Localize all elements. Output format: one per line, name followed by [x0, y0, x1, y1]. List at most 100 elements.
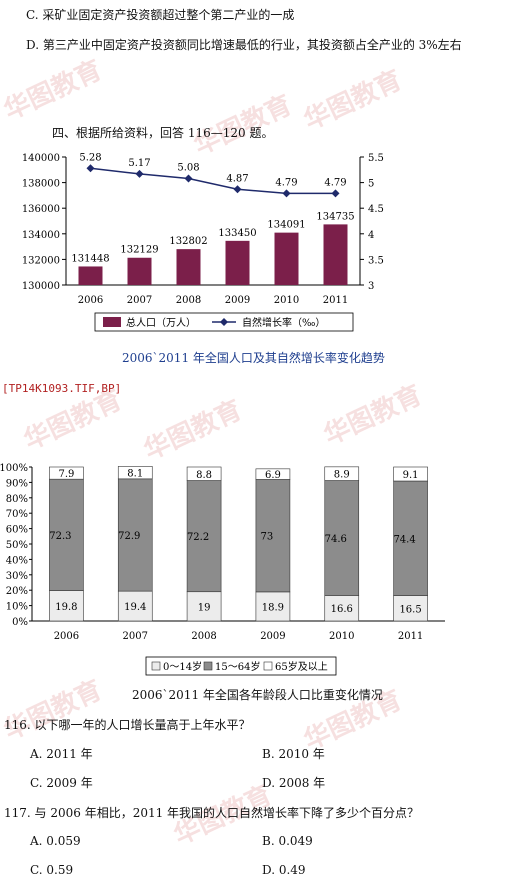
population-bar: [78, 266, 103, 285]
x-tick-label: 2010: [274, 295, 299, 306]
y-tick-label: 40%: [6, 555, 28, 566]
bar-value-label: 132802: [169, 236, 207, 247]
segment-value-label: 74.4: [393, 534, 415, 545]
y-tick-label: 50%: [6, 540, 28, 551]
segment-value-label: 19: [198, 602, 211, 613]
segment-value-label: 18.9: [262, 602, 284, 613]
x-tick-label: 2009: [260, 631, 285, 642]
y2-tick-label: 3.5: [368, 255, 384, 266]
stack-segment: [186, 591, 222, 622]
stack-segment: [49, 466, 84, 480]
stack-segment: [49, 590, 84, 622]
legend-label: 15～64岁: [215, 660, 260, 673]
x-tick-label: 2007: [123, 631, 148, 642]
segment-value-label: 9.1: [403, 470, 419, 481]
y-tick-label: 100%: [0, 463, 28, 474]
rate-value-label: 4.87: [226, 173, 248, 184]
segment-value-label: 74.6: [325, 534, 347, 545]
y-tick-label: 20%: [6, 586, 28, 597]
stack-segment: [255, 468, 291, 480]
segment-value-label: 72.3: [49, 531, 71, 542]
bar-value-label: 132129: [120, 245, 158, 256]
population-bar: [127, 257, 152, 285]
population-bar: [323, 224, 348, 285]
rate-value-label: 4.79: [275, 177, 297, 188]
stack-segment: [186, 480, 222, 593]
figure-code: [TP14K1093.TIF,BP]: [2, 382, 122, 395]
bar-value-label: 134091: [267, 220, 305, 231]
stack-segment: [117, 590, 153, 622]
legend-swatch: [151, 661, 161, 671]
y-tick-label: 90%: [6, 478, 28, 489]
q117-option-a: A. 0.059: [30, 834, 81, 848]
y-tick-label: 132000: [22, 255, 60, 266]
bar-value-label: 134735: [316, 211, 354, 222]
segment-value-label: 72.2: [187, 532, 209, 543]
x-tick-label: 2007: [127, 295, 152, 306]
growth-rate-marker: [331, 189, 340, 198]
growth-rate-line: [90, 167, 336, 195]
chart2-caption: 2006`2011 年全国各年龄段人口比重变化情况: [132, 688, 383, 702]
x-tick-label: 2011: [323, 295, 348, 306]
rate-value-label: 5.17: [128, 158, 150, 169]
population-bar: [176, 249, 201, 285]
legend-label: 65岁及以上: [275, 660, 328, 673]
bar-value-label: 131448: [71, 253, 109, 264]
age-structure-chart: 0% 10% 20% 30% 40% 50% 60% 70% 80% 90% 100% 19.8 72.…: [0, 463, 445, 676]
y-tick-label: 80%: [6, 494, 28, 505]
q117-option-c: C. 0.59: [30, 863, 74, 877]
q116-option-d: D. 2008 年: [262, 776, 326, 790]
stack-segment: [324, 595, 360, 622]
option-d-text: D. 第三产业中固定资产投资额同比增速最低的行业，其投资额占全产业的 3%左右: [26, 38, 462, 52]
q116-option-b: B. 2010 年: [262, 747, 325, 761]
x-tick-label: 2010: [329, 631, 354, 642]
stack-segment: [49, 478, 84, 591]
stack-segment: [393, 595, 428, 622]
segment-value-label: 7.9: [58, 469, 74, 480]
stack-segment: [393, 480, 428, 596]
population-bar: [274, 232, 299, 285]
legend-swatch: [203, 661, 213, 671]
watermark-logo: 华图教育: [0, 675, 107, 747]
growth-rate-marker: [86, 164, 95, 173]
segment-value-label: 8.8: [196, 470, 212, 481]
chart1-caption: 2006`2011 年全国人口及其自然增长率变化趋势: [122, 351, 385, 365]
segment-value-label: 16.6: [331, 604, 353, 615]
y-tick-label: 138000: [22, 179, 60, 190]
q117-option-d: D. 0.49: [262, 863, 306, 877]
x-tick-label: 2006: [54, 631, 79, 642]
x-tick-label: 2011: [398, 631, 423, 642]
population-growth-chart: 130000 132000 134000 136000 138000 140000 3 3.5…: [22, 152, 384, 332]
segment-value-label: 16.5: [399, 604, 421, 615]
y2-tick-label: 4.5: [368, 204, 384, 215]
x-tick-label: 2008: [176, 295, 201, 306]
y2-tick-label: 4: [368, 230, 374, 241]
watermark-logo: 华图教育: [0, 55, 107, 127]
legend-swatch-population: [103, 317, 121, 327]
q117-option-b: B. 0.049: [262, 834, 313, 848]
rate-value-label: 5.28: [79, 152, 101, 163]
segment-value-label: 19.4: [124, 602, 146, 613]
x-tick-label: 2006: [78, 295, 103, 306]
segment-value-label: 6.9: [265, 470, 281, 481]
watermark-logo: 华图教育: [319, 380, 427, 452]
watermark-logo: 华图教育: [299, 65, 407, 137]
y-tick-label: 134000: [22, 230, 60, 241]
growth-rate-marker: [184, 174, 193, 183]
legend-label: 0～14岁: [163, 660, 202, 673]
legend-marker-rate: [220, 318, 228, 326]
y-tick-label: 136000: [22, 204, 60, 215]
legend-swatch: [263, 661, 273, 671]
legend-label-population: 总人口（万人）: [126, 316, 196, 329]
question-117: 117. 与 2006 年相比，2011 年我国的人口自然增长率下降了多少个百分…: [4, 806, 420, 820]
stack-segment: [324, 466, 360, 481]
stack-segment: [186, 466, 222, 481]
y2-tick-label: 3: [368, 281, 374, 292]
y-tick-label: 10%: [6, 602, 28, 613]
y-tick-label: 140000: [22, 153, 60, 164]
legend-label-rate: 自然增长率（‰）: [242, 316, 325, 329]
y-tick-label: 30%: [6, 571, 28, 582]
segment-value-label: 8.1: [127, 469, 143, 480]
x-tick-label: 2008: [191, 631, 216, 642]
segment-value-label: 72.9: [118, 531, 140, 542]
